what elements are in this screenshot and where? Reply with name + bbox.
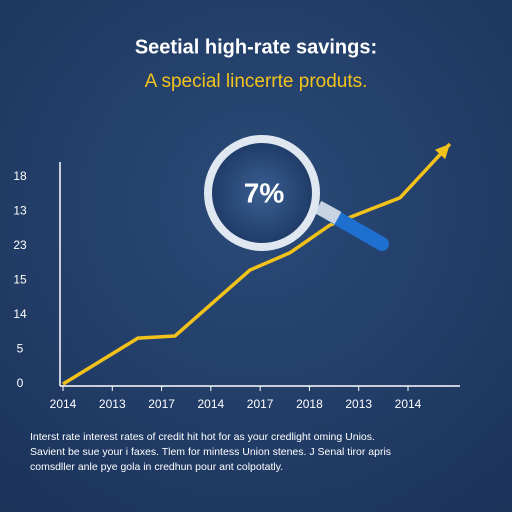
- data-line: [62, 142, 452, 386]
- x-tick-label: 2017: [247, 397, 274, 411]
- footer-text: comsdller anle pye gola in credhun pour …: [30, 461, 283, 473]
- annotation: 7%: [244, 177, 285, 208]
- y-tick-label: 23: [13, 238, 27, 252]
- x-tick-label: 2017: [148, 397, 175, 411]
- chart-title: Seetial high-rate savings:: [135, 36, 377, 58]
- chart-subtitle: A special lincerrte produts.: [145, 71, 368, 92]
- y-tick-label: 0: [17, 376, 24, 390]
- x-tick-label: 2014: [395, 397, 422, 411]
- y-tick-label: 5: [17, 342, 24, 356]
- arrow-head: [435, 143, 450, 160]
- x-tick-label: 2018: [296, 397, 323, 411]
- y-tick-label: 14: [13, 307, 27, 321]
- x-tick-label: 2013: [99, 397, 126, 411]
- footer-text: Interst rate interest rates of credit hi…: [30, 431, 375, 443]
- magnifier: 7%: [204, 135, 389, 251]
- x-tick-label: 2014: [198, 397, 225, 411]
- y-tick-label: 15: [13, 273, 27, 287]
- x-tick-label: 2013: [345, 397, 372, 411]
- y-tick-label: 18: [13, 169, 27, 183]
- y-tick-label: 13: [13, 204, 27, 218]
- x-tick-label: 2014: [50, 397, 77, 411]
- footer-text: Savient be sue your i faxes. Tlem for mi…: [30, 446, 391, 458]
